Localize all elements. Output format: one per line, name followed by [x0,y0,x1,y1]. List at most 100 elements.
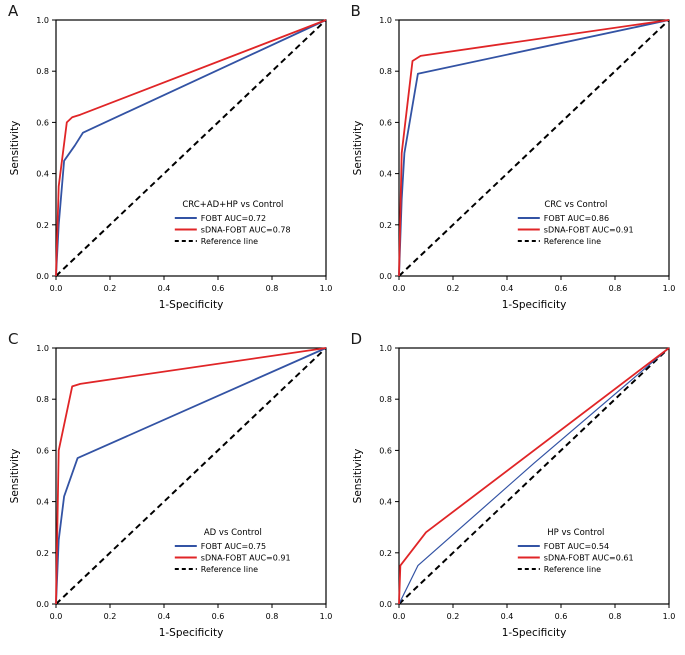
x-tick-label: 0.4 [158,284,171,293]
x-tick-label: 0.2 [446,612,459,621]
y-tick-label: 0.6 [379,118,392,127]
x-tick-label: 1.0 [320,612,333,621]
y-axis-label: Sensitivity [9,448,21,503]
legend-label: FOBT AUC=0.75 [201,541,266,550]
roc-curve-sdna-fobt [55,346,327,604]
y-tick-label: 0.6 [36,446,49,455]
x-tick-label: 0.8 [608,284,621,293]
x-axis-label: 1-Specificity [159,627,224,639]
roc-plot-crc-vs-control: 0.00.0 0.2 0.2 0.4 0.4 0.6 0.6 0.8 0.8 1.0 1.0 1-Sp… [352,16,675,311]
legend-title: CRC vs Control [544,200,607,210]
y-axis-label: Sensitivity [352,448,364,503]
y-tick-label: 0.2 [36,548,49,557]
x-tick-label: 0.6 [554,284,567,293]
panel-label-a: A [8,2,19,20]
x-axis-label: 1-Specificity [501,627,566,639]
y-tick-label: 0.4 [379,170,392,179]
y-tick-label: 1.0 [36,16,49,25]
panel-c: C 0.0 0.0 0.2 0.2 0.4 0.4 0.6 0.6 0.8 0.8 1.0 1.0 1-… [0,328,343,655]
y-tick-label: 0.4 [379,497,392,506]
legend-label: FOBT AUC=0.72 [201,214,266,223]
legend-label: Reference line [201,237,258,246]
roc-plot-crc-ad-hp-vs-control: 0.00.0 0.2 0.2 0.4 0.4 0.6 0.6 0.8 0.8 1.0 1.0 1-Sp… [9,16,333,311]
panel-d: D 0.0 0.0 0.2 0.2 0.4 0.4 0.6 0.6 0.8 0.8 1.0 1.0 1-… [343,328,685,655]
y-tick-label: 1.0 [379,344,392,353]
legend-title: CRC+AD+HP vs Control [182,200,283,210]
roc-curve-fobt [55,346,327,604]
panel-label-d: D [350,329,363,348]
roc-plot-hp-vs-control: 0.00.0 0.2 0.2 0.4 0.4 0.6 0.6 0.8 0.8 1.0 1.0 1-Sp… [352,344,675,639]
y-tick-label: 1.0 [36,344,49,353]
legend-label: sDNA-FOBT AUC=0.61 [543,553,633,562]
roc-curve-reference [55,346,327,605]
roc-curve-reference [397,19,670,277]
panel-b: B 0.0 0.0 0.2 0.2 0.4 0.4 0.6 0.6 0.8 0.8 1.0 1.0 1-… [343,0,685,328]
x-tick-label: 0.4 [158,612,171,621]
y-tick-label: 0.8 [36,395,49,404]
y-tick-label: 0.0 [36,600,49,609]
x-tick-label: 0.2 [104,284,117,293]
y-tick-label: 0.6 [379,446,392,455]
plot-frame [55,346,327,605]
x-tick-label: 0.6 [554,612,567,621]
roc-curve-sdna-fobt [55,19,327,277]
x-tick-label: 0.0 [392,612,405,621]
roc-plot-ad-vs-control: 0.00.0 0.2 0.2 0.4 0.4 0.6 0.6 0.8 0.8 1.0 1.0 1-Sp… [9,344,333,639]
plot-frame [397,19,670,277]
roc-curve-sdna-fobt [397,19,669,277]
x-tick-label: 0.8 [266,284,279,293]
roc-curve-fobt [55,19,327,277]
x-axis-label: 1-Specificity [159,299,224,311]
legend-label: Reference line [543,565,600,574]
panel-label-c: C [8,329,19,348]
x-tick-label: 1.0 [662,612,675,621]
x-axis-label: 1-Specificity [501,299,566,311]
legend-label: sDNA-FOBT AUC=0.91 [201,553,291,562]
panel-a: A 0.0 0.0 0.2 0.2 0.4 0.4 0.6 0.6 0.8 0.8 1.0 1.0 1-… [0,0,343,328]
x-tick-label: 0.0 [50,612,63,621]
y-tick-label: 0.2 [36,221,49,230]
y-tick-label: 0.8 [379,395,392,404]
roc-curve-sdna-fobt [397,346,670,604]
y-tick-label: 0.8 [36,67,49,76]
legend-label: Reference line [201,565,258,574]
x-tick-label: 0.0 [50,284,63,293]
x-tick-label: 1.0 [320,284,333,293]
panel-label-b: B [350,2,361,20]
legend-title: AD vs Control [204,527,262,537]
roc-curve-reference [397,346,670,605]
y-tick-label: 0.0 [379,272,392,281]
y-tick-label: 0.4 [36,170,49,179]
x-tick-label: 0.0 [392,284,405,293]
x-tick-label: 0.8 [266,612,279,621]
plot-frame [55,19,327,277]
legend-label: Reference line [543,237,600,246]
y-tick-label: 1.0 [379,16,392,25]
x-tick-label: 0.2 [104,612,117,621]
x-tick-label: 0.2 [446,284,459,293]
x-tick-label: 1.0 [662,284,675,293]
y-tick-label: 0.0 [379,600,392,609]
y-tick-label: 0.6 [36,118,49,127]
legend-label: FOBT AUC=0.54 [543,541,608,550]
y-axis-label: Sensitivity [352,121,364,176]
legend-label: sDNA-FOBT AUC=0.91 [543,225,633,234]
x-tick-label: 0.6 [212,284,225,293]
legend-label: FOBT AUC=0.86 [543,214,608,223]
y-tick-label: 0.2 [379,548,392,557]
legend-label: sDNA-FOBT AUC=0.78 [201,225,291,234]
legend-title: HP vs Control [547,527,604,537]
plot-frame [397,346,670,605]
y-tick-label: 0.0 [36,272,49,281]
y-axis-label: Sensitivity [9,121,21,176]
roc-curve-reference [55,19,327,277]
roc-curve-fobt [397,347,669,604]
x-tick-label: 0.6 [212,612,225,621]
y-tick-label: 0.8 [379,67,392,76]
x-tick-label: 0.4 [500,612,513,621]
y-tick-label: 0.2 [379,221,392,230]
y-tick-label: 0.4 [36,497,49,506]
x-tick-label: 0.8 [608,612,621,621]
x-tick-label: 0.4 [500,284,513,293]
